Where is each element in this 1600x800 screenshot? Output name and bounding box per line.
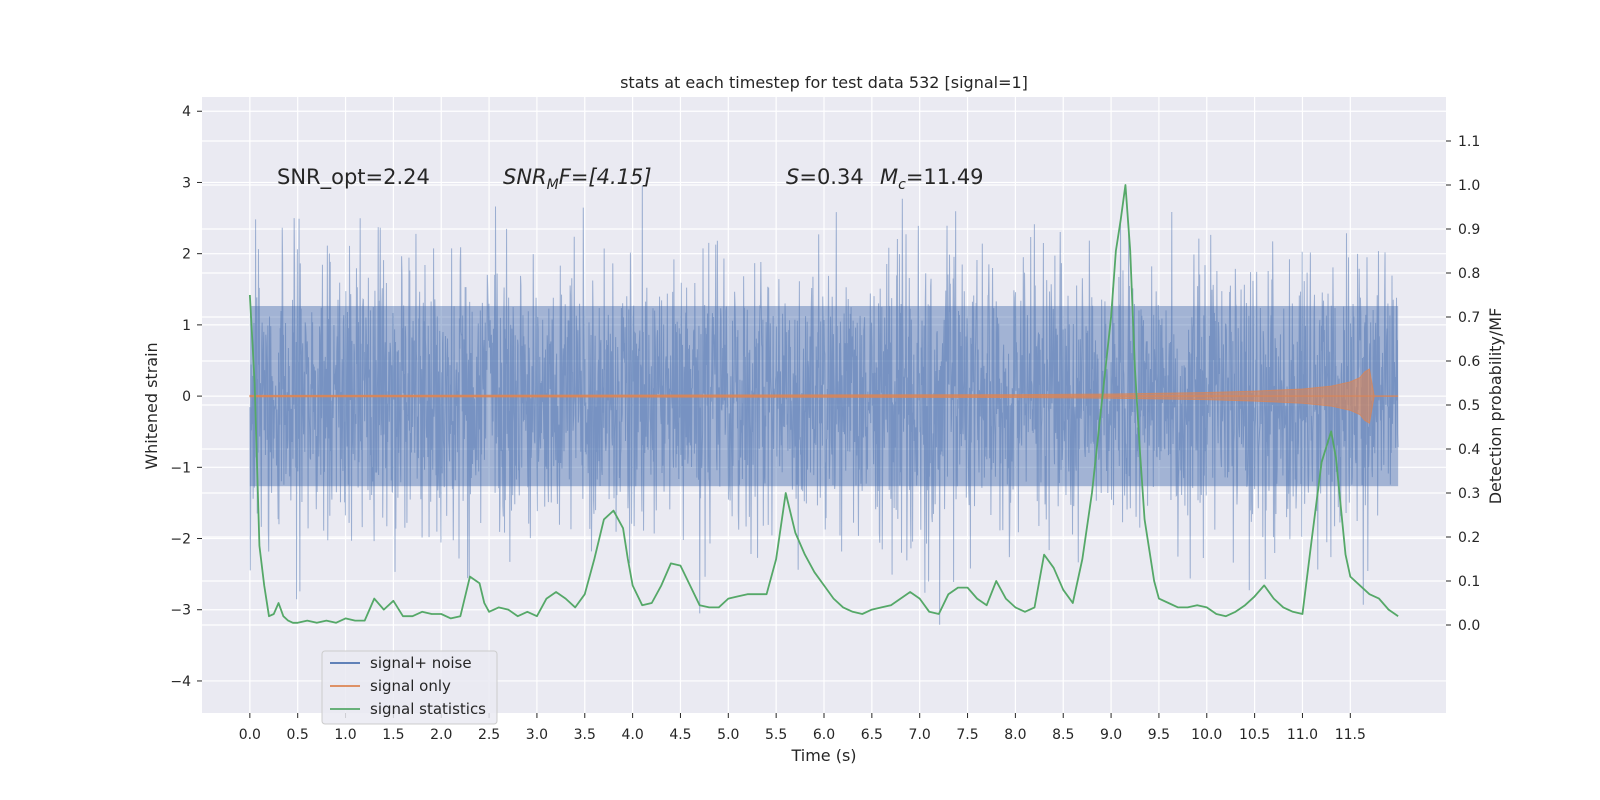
y2-tick-label: 0.2: [1458, 530, 1480, 546]
x-tick-label: 11.5: [1335, 727, 1366, 743]
annotation-snr-opt: SNR_opt=2.24: [277, 165, 430, 190]
x-tick-label: 2.0: [430, 727, 452, 743]
y2-tick-label: 0.9: [1458, 222, 1480, 238]
x-tick-label: 3.5: [574, 727, 596, 743]
legend-label-signal-statistics: signal statistics: [370, 700, 486, 718]
y2-tick-label: 0.1: [1458, 574, 1480, 590]
x-tick-label: 5.5: [765, 727, 787, 743]
x-tick-label: 0.0: [239, 727, 261, 743]
y2-tick-label: 0.4: [1458, 442, 1480, 458]
x-tick-label: 2.5: [478, 727, 500, 743]
x-axis-title: Time (s): [790, 746, 856, 765]
x-tick-label: 6.5: [861, 727, 883, 743]
legend-box: [321, 650, 498, 725]
x-tick-label: 8.0: [1004, 727, 1026, 743]
y-tick-label: 0: [182, 389, 191, 405]
x-tick-label: 10.5: [1239, 727, 1270, 743]
y-tick-label: 4: [182, 104, 191, 120]
y-tick-label: −4: [170, 674, 191, 690]
annotation-mc: Mc=11.49: [880, 165, 984, 193]
y2-tick-label: 0.3: [1458, 486, 1480, 502]
x-tick-label: 10.0: [1191, 727, 1222, 743]
x-tick-label: 8.5: [1052, 727, 1074, 743]
y2-tick-label: 1.0: [1458, 178, 1480, 194]
y-tick-label: 1: [182, 318, 191, 334]
y2-tick-label: 0.7: [1458, 310, 1480, 326]
y2-tick-label: 0.6: [1458, 354, 1480, 370]
y2-tick-label: 1.1: [1458, 134, 1480, 150]
x-tick-label: 4.5: [669, 727, 691, 743]
annotations: SNR_opt=2.24 SNRMF=[4.15] S=0.34 Mc=11.4…: [277, 165, 984, 193]
y2-tick-labels: 0.0 0.1 0.2 0.3 0.4 0.5 0.6 0.7 0.8 0.9 1.0 1.1: [1446, 134, 1480, 634]
x-tick-label: 6.0: [813, 727, 835, 743]
legend-label-signal-only: signal only: [370, 677, 451, 695]
y-tick-label: −1: [170, 460, 191, 476]
x-tick-label: 9.0: [1100, 727, 1122, 743]
y2-tick-label: 0.8: [1458, 266, 1480, 282]
y2-tick-label: 0.5: [1458, 398, 1480, 414]
y-tick-label: 3: [182, 175, 191, 191]
y-tick-label: 2: [182, 247, 191, 263]
chart-title: stats at each timestep for test data 532…: [620, 73, 1028, 92]
x-tick-label: 0.5: [287, 727, 309, 743]
y-tick-label: −3: [170, 603, 191, 619]
x-tick-label: 9.5: [1148, 727, 1170, 743]
y2-axis-title: Detection probability/MF: [1486, 308, 1505, 505]
x-tick-label: 7.5: [956, 727, 978, 743]
y-tick-label: −2: [170, 532, 191, 548]
x-tick-label: 5.0: [717, 727, 739, 743]
series-signal-only: [249, 368, 1399, 424]
series-signal-statistics: [248, 184, 1399, 624]
x-tick-label: 1.0: [334, 727, 356, 743]
x-tick-label: 3.0: [526, 727, 548, 743]
y-axis-title: Whitened strain: [142, 342, 161, 469]
annotation-snr-mf: SNRMF=[4.15]: [503, 165, 652, 193]
x-tick-labels: 0.0 0.5 1.0 1.5 2.0 2.5 3.0 3.5 4.0 4.5 5.0 5.5 6.0 6…: [239, 713, 1366, 743]
annotation-s: S=0.34: [786, 165, 864, 189]
legend: signal+ noise signal only signal statist…: [321, 650, 498, 725]
x-tick-label: 11.0: [1287, 727, 1318, 743]
statistics-line: [248, 184, 1399, 624]
x-tick-label: 1.5: [382, 727, 404, 743]
y2-tick-label: 0.0: [1458, 618, 1480, 634]
x-tick-label: 7.0: [909, 727, 931, 743]
y-tick-labels: −4 −3 −2 −1 0 1 2 3 4: [170, 104, 202, 690]
x-tick-label: 4.0: [621, 727, 643, 743]
legend-label-signal-noise: signal+ noise: [370, 654, 472, 672]
